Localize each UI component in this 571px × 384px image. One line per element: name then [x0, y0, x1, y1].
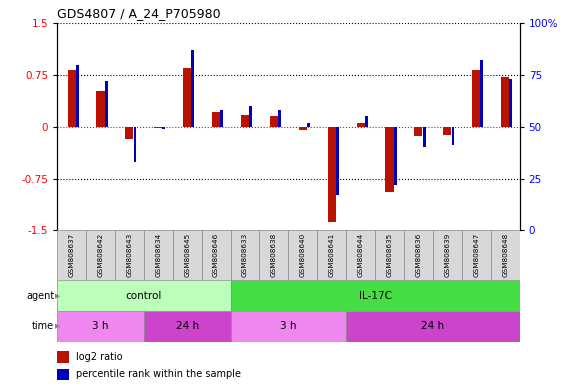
Text: ▶: ▶ — [55, 323, 60, 329]
Bar — [86, 230, 115, 280]
Bar — [307, 122, 310, 127]
Text: GSM808646: GSM808646 — [213, 233, 219, 278]
Bar — [57, 280, 231, 311]
Bar — [57, 369, 69, 380]
Bar — [480, 60, 484, 127]
Text: GSM808642: GSM808642 — [98, 233, 103, 278]
Bar — [356, 123, 365, 127]
Text: GSM808634: GSM808634 — [155, 233, 161, 278]
Bar — [212, 111, 220, 127]
Bar — [365, 116, 368, 127]
Text: GSM808647: GSM808647 — [473, 233, 479, 278]
Bar — [490, 230, 520, 280]
Text: IL-17C: IL-17C — [359, 291, 392, 301]
Bar — [57, 230, 86, 280]
Bar — [172, 230, 202, 280]
Bar — [346, 311, 520, 342]
Text: agent: agent — [26, 291, 54, 301]
Text: GSM808638: GSM808638 — [271, 233, 277, 278]
Bar — [452, 127, 455, 146]
Bar — [134, 127, 136, 162]
Bar — [394, 127, 397, 185]
Bar — [328, 127, 336, 222]
Bar — [259, 230, 288, 280]
Bar — [231, 230, 259, 280]
Bar — [509, 79, 512, 127]
Bar — [433, 230, 462, 280]
Text: GSM808639: GSM808639 — [444, 233, 451, 278]
Text: 24 h: 24 h — [176, 321, 199, 331]
Bar — [57, 351, 69, 363]
Text: 24 h: 24 h — [421, 321, 444, 331]
Bar — [241, 115, 249, 127]
Bar — [462, 230, 490, 280]
Bar — [144, 311, 231, 342]
Text: GSM808637: GSM808637 — [69, 233, 75, 278]
Bar — [443, 127, 452, 135]
Bar — [385, 127, 393, 192]
Bar — [472, 70, 480, 127]
Text: log2 ratio: log2 ratio — [75, 352, 122, 362]
Bar — [231, 311, 346, 342]
Bar — [154, 127, 162, 128]
Bar — [76, 65, 79, 127]
Text: GSM808648: GSM808648 — [502, 233, 508, 278]
Bar — [270, 116, 278, 127]
Bar — [501, 77, 509, 127]
Bar — [299, 127, 307, 130]
Bar — [144, 230, 173, 280]
Text: GSM808635: GSM808635 — [387, 233, 392, 278]
Text: GSM808636: GSM808636 — [416, 233, 421, 278]
Bar — [115, 230, 144, 280]
Text: GDS4807 / A_24_P705980: GDS4807 / A_24_P705980 — [57, 7, 221, 20]
Bar — [220, 110, 223, 127]
Text: GSM808640: GSM808640 — [300, 233, 306, 278]
Bar — [96, 91, 104, 127]
Text: GSM808633: GSM808633 — [242, 233, 248, 278]
Text: GSM808643: GSM808643 — [126, 233, 132, 278]
Bar — [57, 311, 144, 342]
Bar — [346, 230, 375, 280]
Bar — [104, 81, 107, 127]
Bar — [163, 127, 166, 129]
Bar — [423, 127, 425, 147]
Text: control: control — [126, 291, 162, 301]
Bar — [336, 127, 339, 195]
Bar — [415, 127, 423, 136]
Bar — [231, 280, 520, 311]
Bar — [183, 68, 191, 127]
Text: 3 h: 3 h — [280, 321, 296, 331]
Bar — [278, 110, 281, 127]
Text: GSM808644: GSM808644 — [357, 233, 364, 278]
Bar — [249, 106, 252, 127]
Bar — [288, 230, 317, 280]
Bar — [67, 70, 75, 127]
Bar — [125, 127, 134, 139]
Bar — [202, 230, 231, 280]
Text: time: time — [32, 321, 54, 331]
Text: GSM808645: GSM808645 — [184, 233, 190, 278]
Text: GSM808641: GSM808641 — [329, 233, 335, 278]
Bar — [191, 50, 194, 127]
Bar — [375, 230, 404, 280]
Text: ▶: ▶ — [55, 293, 60, 299]
Bar — [317, 230, 346, 280]
Bar — [404, 230, 433, 280]
Text: 3 h: 3 h — [92, 321, 108, 331]
Text: percentile rank within the sample: percentile rank within the sample — [75, 369, 240, 379]
